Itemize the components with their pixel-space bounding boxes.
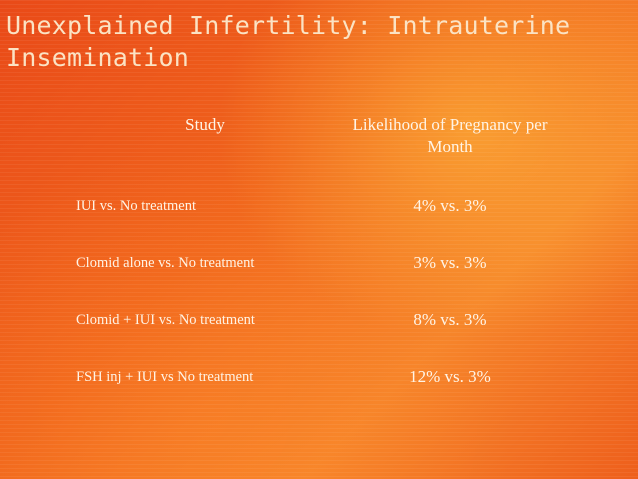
column-header-study: Study: [185, 115, 225, 134]
table-row-study: Clomid alone vs. No treatment: [76, 255, 255, 271]
table-row-likelihood: 3% vs. 3%: [413, 253, 487, 272]
table-row-study: Clomid + IUI vs. No treatment: [76, 312, 255, 328]
table-row-study: IUI vs. No treatment: [76, 198, 196, 214]
table-row-likelihood: 4% vs. 3%: [413, 196, 487, 215]
table-row-study: FSH inj + IUI vs No treatment: [76, 369, 254, 385]
table-row-likelihood: 8% vs. 3%: [413, 310, 487, 329]
slide-title: Unexplained Infertility: Intrauterine In…: [6, 11, 571, 72]
column-header-likelihood: Likelihood of Pregnancy per Month: [352, 115, 548, 156]
table-row-likelihood: 12% vs. 3%: [409, 367, 491, 386]
